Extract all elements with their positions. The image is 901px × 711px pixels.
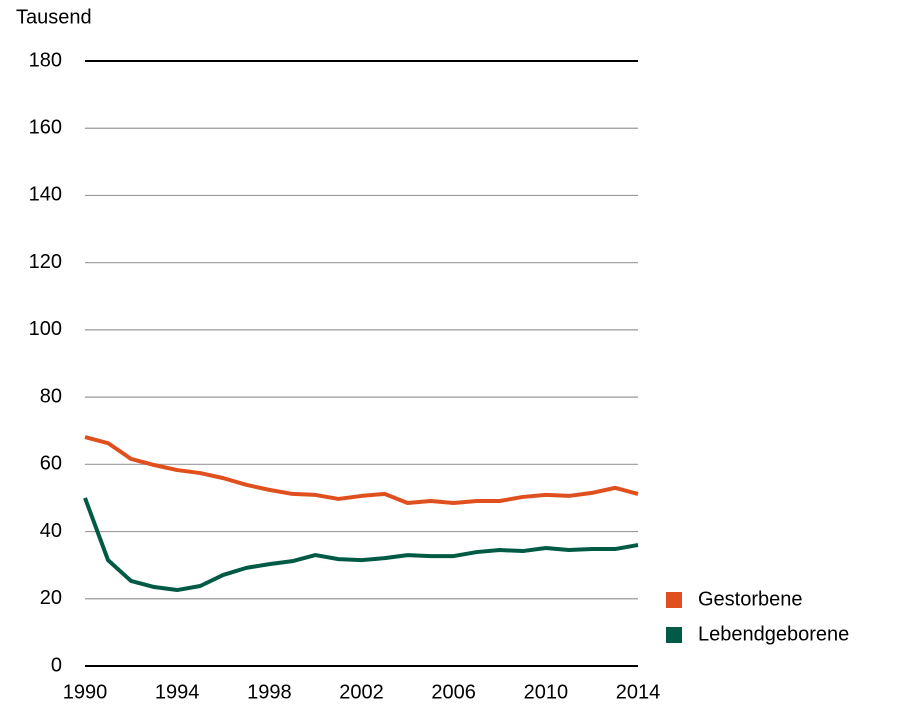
y-tick-label: 120: [29, 251, 62, 273]
legend-swatch: [666, 592, 682, 608]
x-tick-label: 2006: [431, 681, 476, 703]
series-line: [83, 497, 639, 593]
legend-swatch: [666, 627, 682, 643]
legend-label: Lebendgeborene: [698, 623, 849, 645]
series-line: [84, 435, 639, 505]
y-tick-label: 180: [29, 49, 62, 71]
x-tick-label: 1994: [155, 681, 200, 703]
y-axis-label: Tausend: [16, 6, 92, 28]
y-tick-label: 140: [29, 184, 62, 206]
y-tick-label: 60: [40, 453, 62, 475]
y-tick-label: 0: [51, 654, 62, 676]
x-tick-label: 2010: [524, 681, 569, 703]
x-tick-label: 2002: [339, 681, 384, 703]
y-tick-label: 40: [40, 520, 62, 542]
x-tick-label: 2014: [616, 681, 661, 703]
y-tick-label: 160: [29, 117, 62, 139]
x-tick-label: 1998: [247, 681, 292, 703]
x-tick-label: 1990: [63, 681, 108, 703]
y-tick-label: 20: [40, 587, 62, 609]
legend-label: Gestorbene: [698, 588, 803, 610]
y-tick-label: 100: [29, 318, 62, 340]
y-tick-label: 80: [40, 385, 62, 407]
